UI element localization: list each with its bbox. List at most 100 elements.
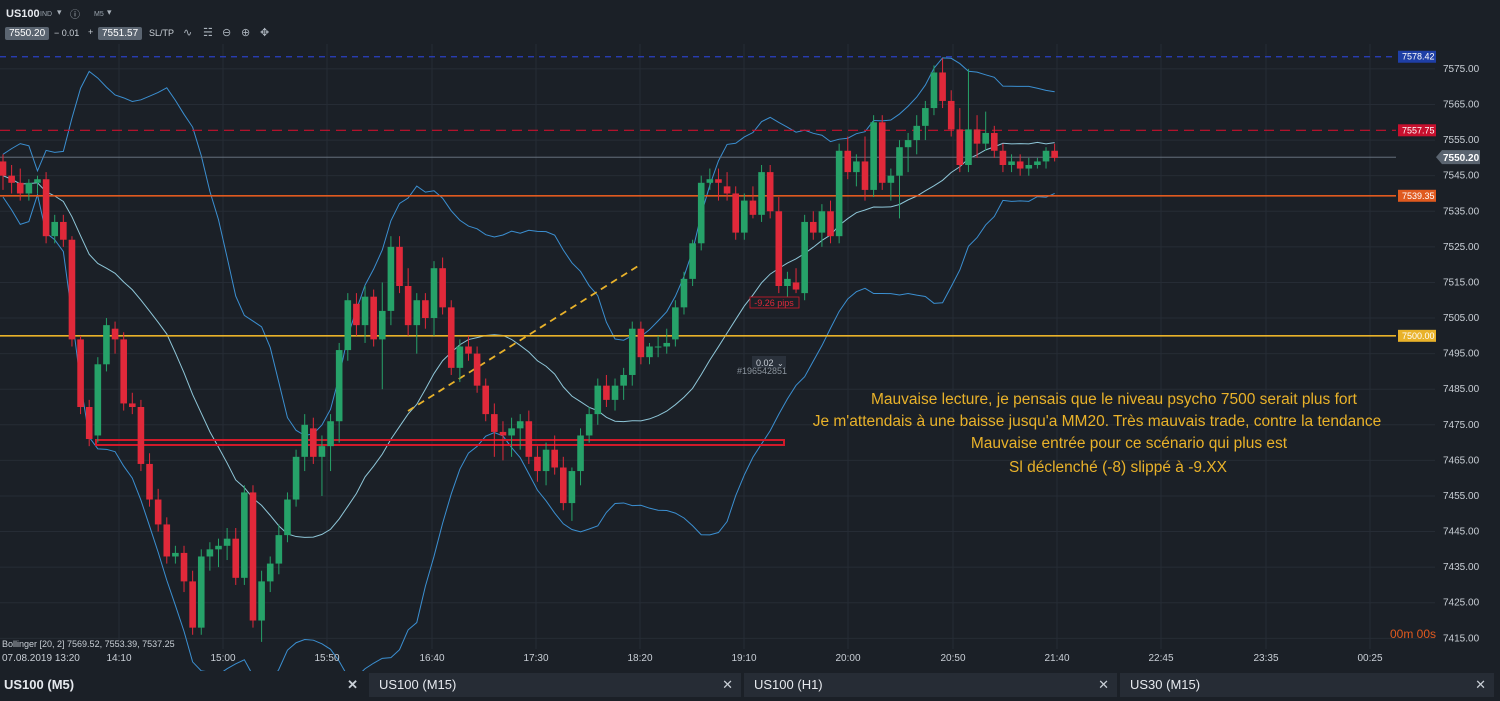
chevron-down-icon[interactable]: ▾	[57, 7, 62, 17]
bid-price[interactable]: 7550.20	[5, 27, 50, 40]
candle	[620, 367, 627, 400]
chevron-down-icon[interactable]: ▾	[107, 7, 112, 17]
candle	[60, 214, 67, 247]
sltp-button[interactable]: SL/TP	[149, 28, 175, 38]
candle	[896, 140, 903, 219]
candle	[887, 168, 895, 201]
close-icon[interactable]: ✕	[722, 677, 733, 692]
chevron-down-icon[interactable]: ⌄	[777, 359, 784, 368]
candle-body	[154, 499, 162, 525]
y-tick-label: 7575.00	[1443, 64, 1480, 75]
close-icon[interactable]: ✕	[347, 677, 358, 692]
line-chart-icon[interactable]: ∿	[183, 27, 193, 39]
candle	[818, 204, 826, 247]
candle-body	[508, 428, 515, 436]
candle-body	[241, 492, 248, 578]
close-icon[interactable]: ✕	[1098, 677, 1109, 692]
crosshair-icon[interactable]: ✥	[260, 27, 270, 39]
candle	[482, 378, 490, 422]
tab-us30-m15[interactable]: US30 (M15) ✕	[1120, 673, 1494, 697]
y-tick-label: 7435.00	[1443, 562, 1480, 573]
zoom-in-icon[interactable]: ⊕	[241, 27, 251, 39]
candle-body	[378, 310, 386, 340]
current-price-tag	[1436, 150, 1480, 165]
candle-body	[956, 129, 964, 165]
info-icon[interactable]: ⓘ	[70, 10, 80, 21]
candle-body	[232, 538, 240, 578]
candle	[361, 286, 369, 343]
candle-body	[973, 129, 981, 144]
candle	[672, 300, 679, 347]
ask-price[interactable]: 7551.57	[98, 27, 143, 40]
candle-body	[706, 179, 714, 183]
y-tick-label: 7445.00	[1443, 527, 1480, 538]
candle	[551, 435, 558, 475]
x-tick-label: 14:10	[106, 653, 131, 664]
candle	[870, 115, 877, 198]
symbol-label[interactable]: US100	[6, 8, 40, 20]
candle	[792, 268, 800, 294]
candle-body	[560, 467, 567, 504]
plus-icon[interactable]: +	[88, 27, 94, 37]
candle	[542, 442, 550, 486]
candle	[809, 211, 817, 240]
candle-body	[465, 346, 472, 354]
candle-body	[982, 132, 989, 144]
candle-body	[672, 307, 679, 340]
candle-body	[758, 172, 765, 215]
y-tick-label: 7485.00	[1443, 384, 1480, 395]
candle	[913, 115, 921, 155]
candle-body	[551, 449, 558, 468]
candle	[473, 346, 481, 393]
tab-us100-m5[interactable]: US100 (M5) ✕	[0, 673, 366, 697]
candle-body	[172, 552, 179, 557]
candle-body	[741, 200, 748, 233]
candle	[982, 111, 989, 151]
candle	[628, 321, 636, 386]
tab-label: US100 (M15)	[379, 677, 457, 692]
candle-body	[870, 122, 877, 190]
candle-body	[34, 179, 41, 183]
price-tag-label: 7578.42	[1402, 52, 1435, 62]
timeframe-label[interactable]: M5	[94, 11, 104, 18]
candle-body	[197, 556, 205, 628]
candle-body	[8, 175, 15, 183]
price-tag-label: 7539.35	[1402, 191, 1435, 201]
candle-body	[991, 132, 998, 151]
x-tick-label: 20:50	[940, 653, 965, 664]
candle-body	[189, 581, 196, 628]
candle-body	[301, 424, 308, 457]
candles-icon[interactable]: ☵	[203, 27, 213, 39]
candle	[249, 485, 257, 628]
symbol-tag: IND	[40, 11, 53, 18]
price-chart[interactable]: 7575.00 7565.00 7555.00 7545.00 7535.00 7525.…	[0, 44, 1500, 671]
candle	[585, 407, 593, 443]
y-tick-label: 7525.00	[1443, 242, 1480, 253]
zoom-out-icon[interactable]: ⊖	[222, 27, 232, 39]
bollinger-legend: Bollinger [20, 2] 7569.52, 7553.39, 7537…	[2, 639, 175, 649]
close-icon[interactable]: ✕	[1475, 677, 1486, 692]
candle-body	[266, 563, 274, 582]
candle-body	[318, 446, 326, 457]
candle	[335, 342, 343, 443]
candle-body	[568, 471, 576, 504]
tab-us100-m15[interactable]: US100 (M15) ✕	[369, 673, 741, 697]
trade-marker[interactable]: -9.26 pips 0.02 ⌄ #196542851	[737, 296, 800, 376]
candle-body	[689, 243, 696, 279]
price-tags: 7578.42 7557.75 7550.20 7539.35 7500.00	[1398, 50, 1480, 342]
tab-us100-h1[interactable]: US100 (H1) ✕	[744, 673, 1117, 697]
candle-body	[111, 328, 119, 340]
y-tick-label: 7415.00	[1443, 633, 1480, 644]
candle-body	[749, 200, 757, 215]
candle	[861, 136, 869, 201]
candle	[758, 165, 765, 222]
y-tick-label: 7495.00	[1443, 349, 1480, 360]
y-tick-label: 7425.00	[1443, 598, 1480, 609]
candle	[223, 528, 231, 561]
x-tick-label: 22:45	[1148, 653, 1173, 664]
candle	[413, 293, 421, 354]
candle	[999, 143, 1007, 173]
countdown-label: 00m 00s	[1390, 627, 1436, 641]
candle-body	[223, 538, 231, 546]
candle	[456, 339, 464, 383]
